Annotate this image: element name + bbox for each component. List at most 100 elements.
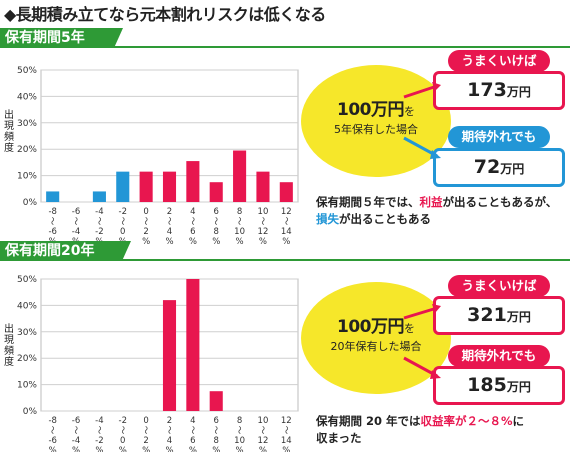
- bad-case-value: 185: [467, 374, 507, 396]
- x-tick-label: 8: [214, 227, 219, 237]
- x-tick-label: %: [189, 446, 197, 452]
- x-tick-label: -6: [48, 436, 56, 446]
- bar: [46, 191, 60, 202]
- section-divider: [0, 46, 570, 48]
- good-case-tag: うまくいけば: [448, 275, 550, 297]
- x-tick-label: ～: [257, 217, 267, 226]
- note-text: に: [512, 414, 525, 428]
- bar: [162, 300, 177, 411]
- good-case-value: 173: [467, 79, 507, 101]
- good-case-box: 173万円: [433, 71, 565, 110]
- x-tick-label: -8: [48, 207, 56, 217]
- x-tick-label: ～: [47, 217, 57, 226]
- x-tick-label: 10: [234, 436, 245, 446]
- x-tick-label: -6: [72, 207, 80, 217]
- bar: [162, 171, 177, 202]
- y-axis-char: 頻: [4, 346, 14, 357]
- x-tick-label: 14: [281, 227, 292, 237]
- good-case-unit: 万円: [506, 85, 531, 99]
- x-tick-label: %: [49, 446, 57, 452]
- scenario-circle-20yr: 100万円を 20年保有した場合: [301, 282, 451, 394]
- page-title: ◆長期積み立てなら元本割れリスクは低くなる: [4, 5, 326, 24]
- y-tick-label: 20%: [17, 354, 37, 364]
- x-tick-label: ～: [280, 426, 290, 435]
- x-tick-label: ～: [210, 426, 220, 435]
- x-tick-label: ～: [70, 217, 80, 226]
- bar: [116, 171, 130, 202]
- x-tick-label: %: [142, 446, 150, 452]
- x-tick-label: 2: [143, 227, 148, 237]
- bar: [256, 171, 270, 202]
- x-tick-label: %: [49, 237, 57, 244]
- x-tick-label: 14: [281, 436, 292, 446]
- x-tick-label: ～: [140, 426, 150, 435]
- x-tick-label: -4: [95, 416, 103, 426]
- x-tick-label: ～: [187, 426, 197, 435]
- x-tick-label: %: [259, 446, 267, 452]
- x-tick-label: ～: [210, 217, 220, 226]
- x-tick-label: ～: [257, 426, 267, 435]
- holding-period: 20年保有した場合: [330, 340, 422, 353]
- bad-case-box: 72万円: [433, 148, 565, 187]
- note-text: が出ることもある: [339, 212, 431, 226]
- investment-amount: 100万円: [337, 100, 405, 120]
- bad-case-unit: 万円: [506, 380, 531, 394]
- bad-case-tag: 期待外れでも: [448, 345, 550, 367]
- investment-suffix: を: [404, 105, 415, 118]
- y-tick-label: 20%: [17, 145, 37, 155]
- good-case-unit: 万円: [506, 310, 531, 324]
- x-tick-label: 12: [281, 207, 292, 217]
- x-tick-label: %: [72, 237, 80, 244]
- x-tick-label: %: [236, 446, 244, 452]
- x-tick-label: ～: [93, 426, 103, 435]
- x-tick-label: -2: [119, 207, 127, 217]
- bar: [186, 279, 200, 411]
- y-tick-label: 50%: [17, 66, 37, 76]
- section-header-20yr: 保有期間20年: [0, 241, 131, 261]
- y-tick-label: 30%: [17, 328, 37, 338]
- good-case-box: 321万円: [433, 296, 565, 335]
- x-tick-label: %: [212, 446, 220, 452]
- x-tick-label: ～: [117, 217, 127, 226]
- section-divider: [0, 259, 570, 261]
- x-tick-label: 12: [258, 227, 269, 237]
- y-tick-label: 40%: [17, 92, 37, 102]
- bad-case-unit: 万円: [500, 162, 525, 176]
- y-axis-char: 度: [4, 143, 14, 154]
- x-tick-label: %: [189, 237, 197, 244]
- x-tick-label: 4: [167, 436, 172, 446]
- x-tick-label: ～: [234, 426, 244, 435]
- x-tick-label: 6: [190, 227, 195, 237]
- x-tick-label: ～: [70, 426, 80, 435]
- x-tick-label: %: [165, 237, 173, 244]
- x-tick-label: %: [119, 237, 127, 244]
- x-tick-label: 2: [143, 436, 148, 446]
- bar: [279, 182, 293, 202]
- note-5yr: 保有期間５年では、利益が出ることもあるが、 損失が出ることもある: [316, 194, 557, 228]
- bar: [92, 191, 106, 202]
- bar: [233, 150, 247, 202]
- note-text: 収まった: [316, 431, 362, 445]
- x-tick-label: -6: [72, 416, 80, 426]
- x-tick-label: 0: [120, 436, 125, 446]
- x-tick-label: %: [72, 446, 80, 452]
- x-tick-label: 0: [143, 416, 148, 426]
- y-tick-label: 40%: [17, 301, 37, 311]
- x-tick-label: -8: [48, 416, 56, 426]
- y-tick-label: 0%: [23, 198, 38, 208]
- x-tick-label: 8: [237, 207, 242, 217]
- x-tick-label: 6: [214, 207, 219, 217]
- x-tick-label: ～: [117, 426, 127, 435]
- y-axis-char: 出: [4, 324, 14, 335]
- note-20yr: 保有期間 20 年では収益率が２～８%に 収まった: [316, 413, 524, 447]
- y-axis-label: 出 現 頻 度: [3, 324, 15, 368]
- y-axis-char: 現: [4, 335, 14, 346]
- x-tick-label: %: [142, 237, 150, 244]
- x-tick-label: ～: [187, 217, 197, 226]
- x-tick-label: 8: [214, 436, 219, 446]
- good-case-tag: うまくいけば: [448, 50, 550, 72]
- bar: [186, 161, 200, 202]
- x-tick-label: ～: [234, 217, 244, 226]
- x-tick-label: %: [212, 237, 220, 244]
- x-tick-label: 2: [167, 207, 172, 217]
